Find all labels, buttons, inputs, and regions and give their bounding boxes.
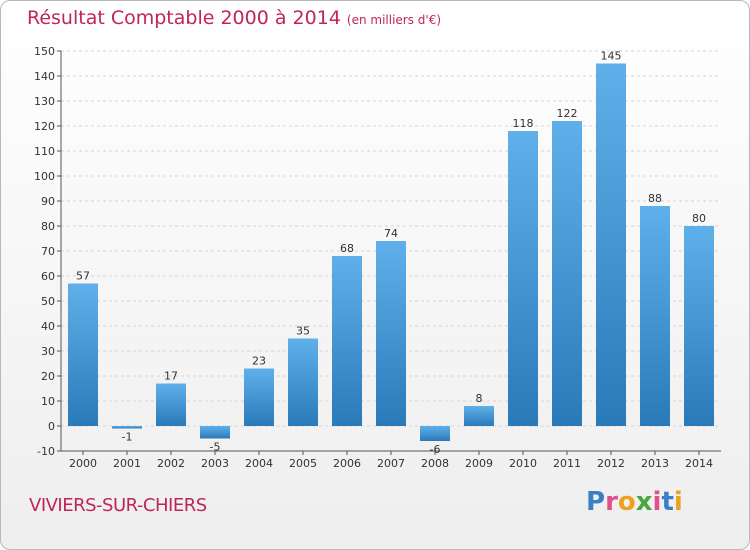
logo-letter: r	[605, 487, 618, 517]
x-tick-label: 2000	[69, 457, 97, 470]
chart-subtitle: (en milliers d'€)	[346, 13, 442, 27]
data-label: 122	[557, 107, 578, 120]
data-label: -5	[210, 441, 221, 454]
y-tick-label: 80	[41, 220, 55, 233]
x-tick-label: 2014	[685, 457, 713, 470]
bar-2012	[596, 63, 626, 426]
bar-2009	[464, 406, 494, 426]
y-tick-label: 0	[48, 420, 55, 433]
x-tick-label: 2002	[157, 457, 185, 470]
x-tick-label: 2010	[509, 457, 537, 470]
bar-2004	[244, 368, 274, 426]
x-tick-label: 2001	[113, 457, 141, 470]
bar-2001	[112, 426, 142, 429]
logo-letter: i	[652, 487, 662, 517]
y-tick-label: 70	[41, 245, 55, 258]
y-tick-label: 110	[34, 145, 55, 158]
data-label: 88	[648, 192, 662, 205]
logo-letter: i	[673, 487, 683, 517]
data-label: 57	[76, 270, 90, 283]
x-tick-label: 2011	[553, 457, 581, 470]
y-tick-label: 10	[41, 395, 55, 408]
x-tick-label: 2007	[377, 457, 405, 470]
y-tick-label: 150	[34, 45, 55, 58]
logo-letter: x	[635, 487, 653, 517]
logo-letter: t	[661, 487, 674, 517]
data-label: -6	[430, 443, 441, 456]
y-tick-label: -10	[37, 445, 55, 458]
y-tick-label: 60	[41, 270, 55, 283]
data-label: 17	[164, 370, 178, 383]
y-tick-label: 100	[34, 170, 55, 183]
x-tick-label: 2009	[465, 457, 493, 470]
bar-2006	[332, 256, 362, 426]
location-label: VIVIERS-SUR-CHIERS	[29, 495, 207, 516]
proxiti-logo: Proxiti	[586, 487, 683, 517]
y-tick-label: 20	[41, 370, 55, 383]
y-tick-label: 90	[41, 195, 55, 208]
x-tick-label: 2005	[289, 457, 317, 470]
data-label: 8	[476, 392, 483, 405]
data-label: 118	[513, 117, 534, 130]
x-tick-label: 2006	[333, 457, 361, 470]
x-tick-label: 2012	[597, 457, 625, 470]
y-tick-label: 30	[41, 345, 55, 358]
x-tick-label: 2013	[641, 457, 669, 470]
bar-2007	[376, 241, 406, 426]
bar-2000	[68, 283, 98, 426]
logo-letter: P	[586, 487, 606, 517]
x-tick-label: 2003	[201, 457, 229, 470]
data-label: 80	[692, 212, 706, 225]
y-tick-label: 40	[41, 320, 55, 333]
bar-2011	[552, 121, 582, 426]
bar-2013	[640, 206, 670, 426]
bar-2014	[684, 226, 714, 426]
bar-2005	[288, 338, 318, 426]
y-tick-label: 130	[34, 95, 55, 108]
bar-2002	[156, 383, 186, 426]
logo-letter: o	[617, 487, 636, 517]
x-tick-label: 2004	[245, 457, 273, 470]
data-label: 74	[384, 227, 398, 240]
data-label: -1	[122, 431, 133, 444]
y-tick-label: 140	[34, 70, 55, 83]
data-label: 23	[252, 355, 266, 368]
y-tick-label: 50	[41, 295, 55, 308]
bar-2008	[420, 426, 450, 441]
bar-2003	[200, 426, 230, 439]
data-label: 68	[340, 242, 354, 255]
data-label: 145	[601, 50, 622, 63]
bar-2010	[508, 131, 538, 426]
data-label: 35	[296, 325, 310, 338]
y-tick-label: 120	[34, 120, 55, 133]
chart-title: Résultat Comptable 2000 à 2014 (en millie…	[27, 7, 442, 29]
x-tick-label: 2008	[421, 457, 449, 470]
